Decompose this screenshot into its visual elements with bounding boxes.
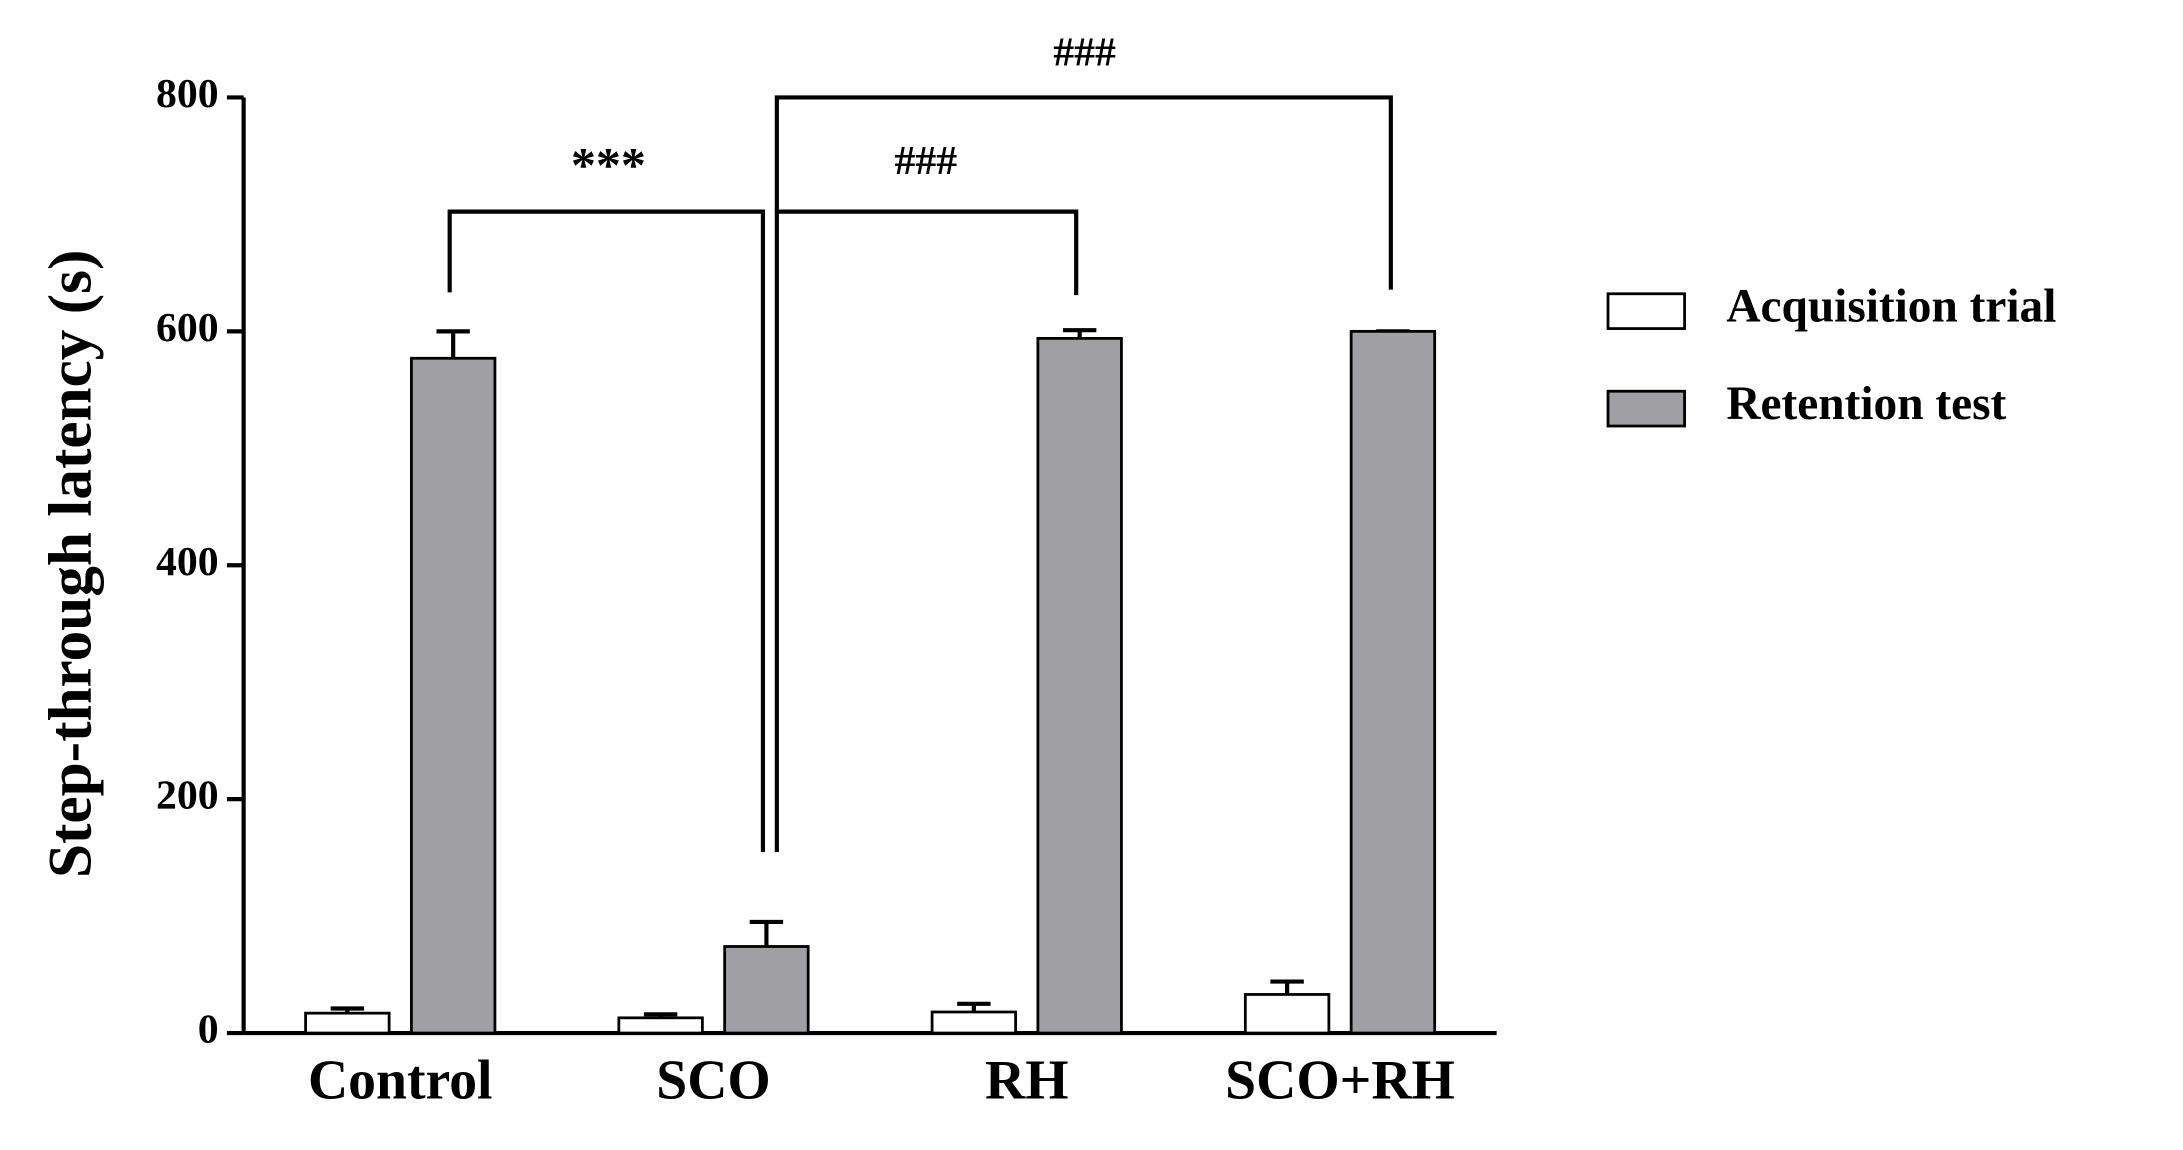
- bracket: [774, 95, 1393, 290]
- bar: [617, 1016, 704, 1035]
- y-axis-label: Step-through latency (s): [37, 250, 105, 878]
- annotation: ###: [1053, 29, 1116, 75]
- legend-label: Acquisition trial: [1726, 280, 2056, 332]
- bar: [304, 1011, 391, 1035]
- y-tick-label: 200: [156, 773, 219, 819]
- legend-swatch: [1606, 389, 1686, 428]
- x-tick-label: Control: [308, 1050, 493, 1112]
- annotation: ***: [571, 136, 646, 192]
- y-tick-label: 800: [156, 71, 219, 117]
- legend-label: Retention test: [1726, 378, 2006, 430]
- bracket: [774, 209, 1079, 853]
- bracket: [447, 209, 766, 853]
- significance-brackets: [447, 95, 1393, 853]
- legend-swatch: [1606, 292, 1686, 330]
- x-tick-label: RH: [985, 1050, 1069, 1112]
- bar: [410, 356, 497, 1035]
- y-tick-label: 600: [156, 305, 219, 351]
- annotation: ###: [895, 138, 958, 184]
- bar: [723, 945, 810, 1035]
- x-tick-label: SCO+RH: [1225, 1050, 1455, 1112]
- bar: [930, 1010, 1018, 1035]
- x-tick-label: SCO: [656, 1050, 770, 1112]
- bar: [1036, 336, 1123, 1035]
- bar: [1243, 993, 1331, 1035]
- y-tick-label: 0: [198, 1007, 219, 1053]
- bar: [1349, 329, 1437, 1035]
- y-tick-label: 400: [156, 539, 219, 585]
